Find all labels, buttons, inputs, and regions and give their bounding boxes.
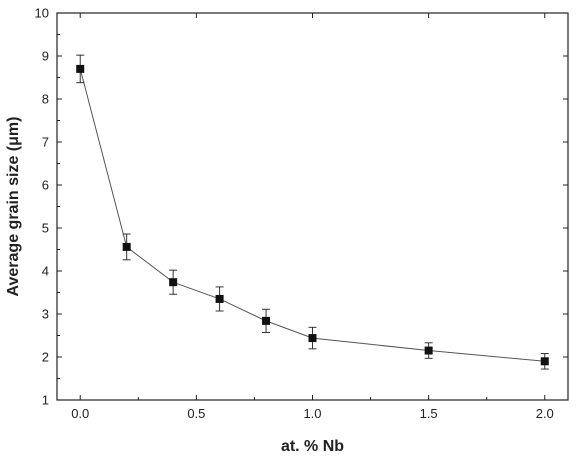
y-tick-label: 9 bbox=[42, 49, 49, 64]
data-point bbox=[540, 357, 549, 366]
y-tick-label: 10 bbox=[35, 6, 49, 21]
x-tick-label: 1.0 bbox=[303, 406, 321, 421]
data-point bbox=[76, 64, 85, 73]
y-tick-label: 8 bbox=[42, 92, 49, 107]
y-tick-label: 5 bbox=[42, 221, 49, 236]
x-tick-label: 0.5 bbox=[187, 406, 205, 421]
x-tick-label: 0.0 bbox=[71, 406, 89, 421]
y-tick-label: 2 bbox=[42, 350, 49, 365]
data-point bbox=[262, 316, 271, 325]
y-axis-title: Average grain size (μm) bbox=[5, 117, 22, 297]
x-tick-label: 2.0 bbox=[536, 406, 554, 421]
x-tick-label: 1.5 bbox=[420, 406, 438, 421]
data-point bbox=[169, 278, 178, 287]
y-tick-label: 7 bbox=[42, 135, 49, 150]
series-line bbox=[79, 68, 545, 362]
axis-ticks-layer: 0.0 0.5 1.0 1.5 2.0 1 2 3 4 5 6 7 8 9 10 bbox=[35, 6, 568, 421]
y-tick-label: 4 bbox=[42, 264, 49, 279]
data-point bbox=[122, 242, 131, 251]
x-axis-title: at. % Nb bbox=[281, 438, 344, 455]
y-tick-label: 3 bbox=[42, 307, 49, 322]
y-tick-label: 1 bbox=[42, 393, 49, 408]
y-tick-label: 6 bbox=[42, 178, 49, 193]
data-layer bbox=[76, 54, 549, 370]
data-point bbox=[215, 294, 224, 303]
data-point bbox=[424, 346, 433, 355]
data-point bbox=[308, 334, 317, 343]
